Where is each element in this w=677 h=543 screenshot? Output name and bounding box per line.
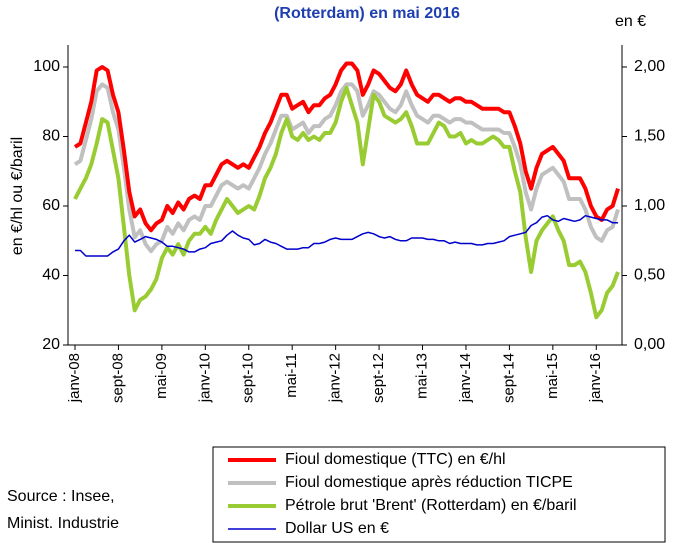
source: Source : Insee, <box>7 488 115 505</box>
y2-tick-label: 0,00 <box>634 336 665 353</box>
x-tick-label: janv-12 <box>327 353 344 403</box>
y2-axis-label: en € <box>615 13 646 30</box>
x-tick-label: janv-08 <box>66 353 83 403</box>
y-tick-label: 100 <box>33 58 60 75</box>
y-axis-label: en €/hl ou €/baril <box>9 137 26 255</box>
legend-label: Fioul domestique (TTC) en €/hl <box>285 451 506 468</box>
series-line <box>73 85 620 320</box>
series-line <box>75 214 618 257</box>
y-tick-label: 60 <box>42 197 60 214</box>
x-tick-label: mai-11 <box>283 353 300 398</box>
x-tick-label: sept-12 <box>370 353 387 403</box>
legend-label: Pétrole brut 'Brent' (Rotterdam) en €/ba… <box>285 497 577 514</box>
y2-tick-label: 0,50 <box>634 267 665 284</box>
x-tick-label: janv-14 <box>457 353 474 403</box>
x-tick-label: sept-10 <box>240 353 257 403</box>
y-tick-label: 80 <box>42 128 60 145</box>
x-tick-label: mai-15 <box>544 353 561 399</box>
x-tick-label: sept-14 <box>500 353 517 403</box>
x-tick-label: mai-13 <box>413 353 430 399</box>
y2-tick-label: 2,00 <box>634 58 665 75</box>
legend-label: Dollar US en € <box>285 520 389 537</box>
x-tick-label: sept-08 <box>109 353 126 403</box>
y-tick-label: 20 <box>42 336 60 353</box>
x-tick-label: janv-10 <box>196 353 213 403</box>
source: Minist. Industrie <box>7 515 119 532</box>
chart-title: (Rotterdam) en mai 2016 <box>274 5 460 22</box>
x-tick-label: janv-16 <box>587 353 604 403</box>
x-tick-label: mai-09 <box>153 353 170 399</box>
series-line <box>73 61 620 233</box>
y2-tick-label: 1,00 <box>634 197 665 214</box>
legend-box <box>212 446 666 543</box>
y-tick-label: 40 <box>42 267 60 284</box>
legend-label: Fioul domestique après réduction TICPE <box>285 474 573 491</box>
y2-tick-label: 1,50 <box>634 128 665 145</box>
series-line <box>73 82 620 254</box>
